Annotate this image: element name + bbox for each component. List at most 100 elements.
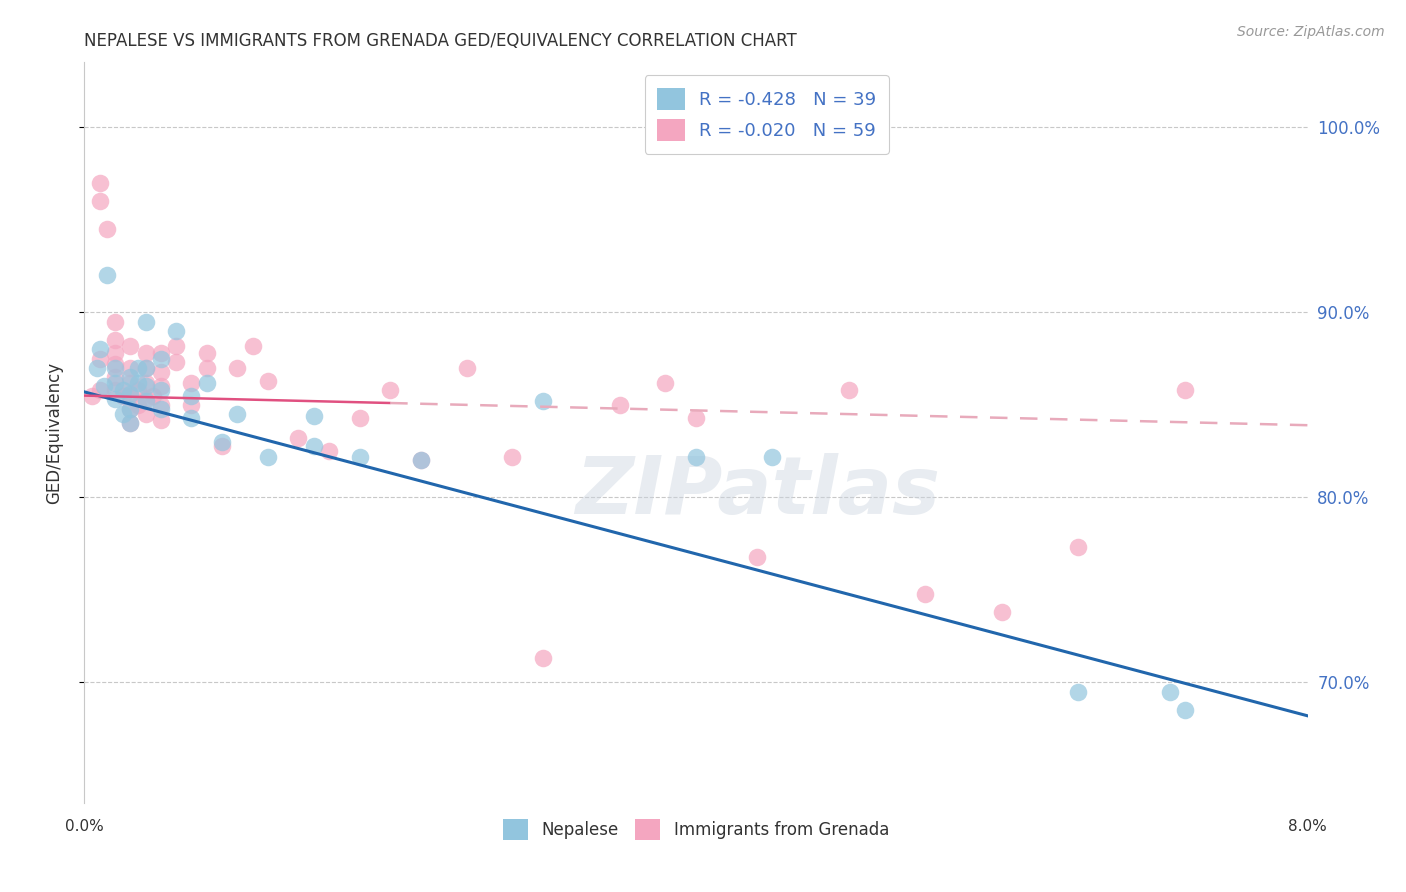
Text: Source: ZipAtlas.com: Source: ZipAtlas.com <box>1237 25 1385 39</box>
Point <box>135 314 157 328</box>
Point <box>165 355 187 369</box>
Point <box>127 383 149 397</box>
Point <box>531 651 554 665</box>
Point <box>127 398 149 412</box>
Point <box>149 401 172 416</box>
Point <box>226 407 249 421</box>
Point <box>104 383 127 397</box>
Text: 8.0%: 8.0% <box>1288 820 1327 834</box>
Point <box>1067 685 1090 699</box>
Legend: Nepalese, Immigrants from Grenada: Nepalese, Immigrants from Grenada <box>496 813 896 847</box>
Point <box>1174 703 1197 717</box>
Point <box>111 383 134 397</box>
Point <box>111 407 134 421</box>
Point <box>89 383 111 397</box>
Text: ZIPatlas: ZIPatlas <box>575 453 939 531</box>
Text: 0.0%: 0.0% <box>65 820 104 834</box>
Point <box>120 389 142 403</box>
Point <box>149 365 172 379</box>
Point <box>456 360 478 375</box>
Point <box>135 360 157 375</box>
Point <box>89 343 111 357</box>
Point <box>111 389 134 403</box>
Point <box>287 431 309 445</box>
Point <box>211 439 233 453</box>
Point <box>135 407 157 421</box>
Point <box>502 450 524 464</box>
Point <box>609 398 631 412</box>
Point <box>914 587 936 601</box>
Point <box>195 360 218 375</box>
Point <box>747 549 769 564</box>
Point <box>761 450 783 464</box>
Point <box>409 453 432 467</box>
Point <box>120 370 142 384</box>
Point <box>89 194 111 209</box>
Point <box>142 389 165 403</box>
Point <box>93 379 115 393</box>
Point <box>1174 383 1197 397</box>
Point <box>318 444 340 458</box>
Point <box>302 409 325 423</box>
Point <box>104 370 127 384</box>
Point <box>349 410 371 425</box>
Point <box>120 417 142 431</box>
Point <box>120 401 142 416</box>
Point <box>149 383 172 397</box>
Point <box>135 394 157 409</box>
Point <box>89 351 111 366</box>
Point <box>211 434 233 449</box>
Point <box>838 383 860 397</box>
Point <box>409 453 432 467</box>
Point <box>104 357 127 371</box>
Point <box>226 360 249 375</box>
Point <box>127 376 149 390</box>
Point <box>242 338 264 352</box>
Point <box>654 376 676 390</box>
Point <box>149 346 172 360</box>
Point <box>96 268 118 283</box>
Y-axis label: GED/Equivalency: GED/Equivalency <box>45 361 63 504</box>
Point <box>302 439 325 453</box>
Point <box>104 376 127 390</box>
Point <box>685 450 707 464</box>
Point <box>195 376 218 390</box>
Point <box>685 410 707 425</box>
Point <box>1067 541 1090 555</box>
Point <box>257 450 280 464</box>
Point <box>149 398 172 412</box>
Point <box>349 450 371 464</box>
Point <box>257 374 280 388</box>
Point <box>1159 685 1181 699</box>
Point <box>120 417 142 431</box>
Point <box>135 392 157 407</box>
Point <box>149 379 172 393</box>
Point <box>380 383 402 397</box>
Point <box>104 392 127 407</box>
Point <box>120 386 142 401</box>
Point <box>165 338 187 352</box>
Point <box>180 410 202 425</box>
Point <box>180 376 202 390</box>
Point <box>531 394 554 409</box>
Point <box>120 360 142 375</box>
Point <box>120 401 142 416</box>
Point <box>135 376 157 390</box>
Point <box>104 314 127 328</box>
Point <box>120 338 142 352</box>
Point <box>165 324 187 338</box>
Point <box>104 360 127 375</box>
Point <box>127 360 149 375</box>
Point <box>80 389 103 403</box>
Point <box>135 346 157 360</box>
Point <box>89 176 111 190</box>
Point <box>104 346 127 360</box>
Point <box>149 351 172 366</box>
Point <box>96 222 118 236</box>
Point <box>104 333 127 347</box>
Point <box>86 360 108 375</box>
Point <box>135 360 157 375</box>
Point <box>180 389 202 403</box>
Text: NEPALESE VS IMMIGRANTS FROM GRENADA GED/EQUIVALENCY CORRELATION CHART: NEPALESE VS IMMIGRANTS FROM GRENADA GED/… <box>84 32 797 50</box>
Point <box>180 398 202 412</box>
